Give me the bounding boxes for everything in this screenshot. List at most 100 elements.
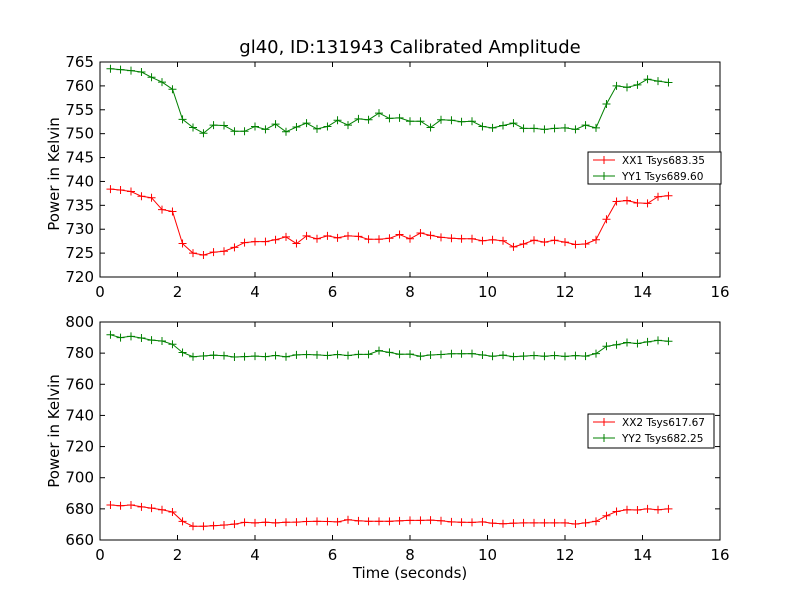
bottom-series-1-point: [654, 336, 662, 345]
bottom-x-tick-label: 10: [478, 546, 497, 564]
bottom-series-1-point: [240, 352, 249, 361]
top-series-1-point: [251, 122, 259, 131]
bottom-series-0-point: [602, 511, 611, 520]
bottom-series-0-point: [158, 505, 166, 514]
bottom-series-1-point: [220, 351, 228, 360]
bottom-series-0-point: [643, 504, 652, 513]
top-series-1-point: [540, 125, 549, 134]
top-series-1-point: [385, 114, 394, 123]
bottom-series-1-point: [457, 349, 466, 358]
bottom-series-1-point: [509, 352, 518, 361]
bottom-x-tick-label: 0: [95, 546, 105, 564]
bottom-series-1-point: [571, 351, 580, 360]
bottom-series-0-point: [178, 517, 187, 526]
bottom-series-0-point: [302, 517, 311, 526]
bottom-series-1-point: [581, 352, 590, 361]
bottom-series-0-point: [209, 521, 218, 530]
bottom-series-1-point: [602, 342, 611, 351]
bottom-series-1-point: [550, 351, 559, 360]
top-series-1-point: [664, 78, 673, 87]
top-series-1-point: [633, 80, 642, 89]
bottom-series-0-point: [478, 517, 487, 526]
bottom-series-0-point: [540, 518, 549, 527]
top-series-0-point: [261, 237, 270, 246]
bottom-series-1-point: [664, 337, 673, 346]
top-y-tick-label: 720: [65, 268, 94, 286]
top-series-1-point: [344, 121, 352, 130]
top-series-0-point: [468, 234, 476, 243]
bottom-series-1-point: [282, 352, 290, 361]
bottom-y-axis-label: Power in Kelvin: [45, 374, 63, 488]
bottom-series-1-point: [633, 339, 642, 348]
top-legend-marker: [600, 156, 608, 164]
bottom-series-1-point: [375, 346, 383, 355]
top-series-1-point: [395, 113, 404, 122]
bottom-series-1: [106, 330, 673, 362]
top-legend-box: [587, 151, 722, 185]
bottom-y-tick-label: 680: [65, 500, 94, 518]
top-series-1-point: [178, 115, 187, 124]
bottom-series-0-point: [654, 505, 662, 514]
top-series-1-point: [447, 116, 456, 125]
top-series-0-point: [127, 187, 135, 196]
top-series-1-point: [292, 122, 301, 131]
bottom-series-1-point: [178, 348, 187, 357]
bottom-series-0-point: [416, 516, 425, 525]
top-series-1-point: [147, 73, 156, 82]
bottom-legend: XX2 Tsys617.67 YY2 Tsys682.25: [587, 413, 715, 449]
top-series-1-point: [488, 123, 497, 132]
top-series-1-point: [137, 68, 146, 77]
top-series-0-point: [519, 240, 528, 249]
top-series-0-point: [426, 231, 435, 240]
bottom-series-0-point: [220, 521, 228, 530]
bottom-subplot: Time (seconds) Power in Kelvin 0 2 4 6 8 10 12…: [45, 313, 730, 582]
bottom-series-1-point: [127, 332, 135, 341]
bottom-series-0-point: [364, 517, 373, 526]
bottom-series-1-point: [199, 351, 208, 360]
top-series-0-point: [240, 238, 249, 247]
top-series-0-point: [178, 239, 187, 248]
top-series-1-point: [406, 117, 414, 126]
bottom-series-0-point: [633, 505, 642, 514]
bottom-series-0-point: [137, 502, 146, 511]
bottom-series-0-point: [199, 522, 208, 531]
top-series-0-point: [158, 205, 166, 214]
top-y-tick-label: 735: [65, 196, 94, 214]
bottom-series-0-point: [354, 516, 363, 525]
bottom-series-1-point: [416, 352, 425, 361]
top-series-0-point: [106, 185, 115, 194]
bottom-series-1-point: [158, 336, 166, 345]
top-series-0-point: [168, 207, 177, 216]
top-series-0-point: [581, 240, 590, 249]
bottom-x-axis-label: Time (seconds): [352, 564, 468, 582]
bottom-series-1-point: [499, 351, 507, 360]
bottom-y-tick-label: 780: [65, 344, 94, 362]
bottom-series-0-point: [271, 518, 280, 527]
bottom-x-tick-label: 12: [555, 546, 574, 564]
bottom-series-0-point: [592, 517, 600, 526]
top-series-0-point: [395, 230, 404, 239]
bottom-series-1-point: [540, 352, 549, 361]
top-series-0-point: [292, 239, 301, 248]
top-x-tick-label: 10: [478, 283, 497, 301]
bottom-series-1-point: [364, 350, 373, 359]
top-series-0-point: [509, 242, 518, 251]
bottom-series-0-point: [116, 501, 125, 510]
bottom-series-1-point: [147, 336, 156, 345]
bottom-series-0-point: [189, 522, 197, 531]
bottom-series-0-point: [344, 515, 352, 524]
bottom-series-1-point: [344, 351, 352, 360]
bottom-series-0-point: [261, 518, 270, 527]
top-y-tick-label: 725: [65, 244, 94, 262]
top-y-tick-label: 750: [65, 125, 94, 143]
bottom-series-1-point: [437, 350, 445, 359]
top-series-1-point: [530, 124, 538, 133]
top-legend-label: YY1 Tsys689.60: [621, 171, 703, 183]
top-series-1-point: [437, 115, 445, 124]
top-chart-title: gl40, ID:131943 Calibrated Amplitude: [239, 37, 580, 58]
top-series-1-point: [499, 121, 507, 130]
top-x-tick-label: 0: [95, 283, 105, 301]
bottom-x-tick-label: 6: [328, 546, 338, 564]
bottom-series-0-point: [581, 518, 590, 527]
top-x-tick-label: 2: [173, 283, 183, 301]
